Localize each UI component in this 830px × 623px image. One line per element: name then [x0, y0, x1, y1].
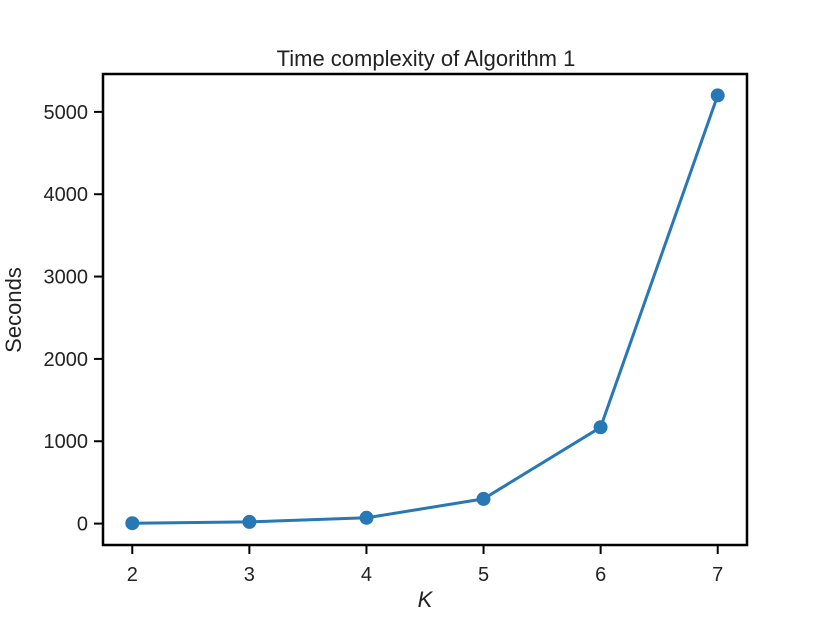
chart-title: Time complexity of Algorithm 1 [277, 46, 576, 71]
data-point [476, 491, 491, 506]
data-point [593, 420, 608, 435]
x-tick-label: 6 [595, 564, 606, 586]
y-axis: 0 1000 2000 3000 4000 5000 [44, 102, 103, 536]
data-point [710, 88, 725, 103]
y-tick-label: 0 [77, 514, 88, 536]
x-tick-label: 2 [127, 564, 138, 586]
plot-series [125, 88, 725, 531]
y-tick-label: 3000 [44, 267, 89, 289]
y-axis-label: Seconds [1, 267, 26, 353]
y-tick-label: 2000 [44, 349, 89, 371]
plot-area-frame [101, 72, 749, 547]
data-point [125, 516, 140, 531]
data-point [242, 514, 257, 529]
x-tick-label: 5 [478, 564, 489, 586]
series-line [132, 94, 720, 525]
data-point [359, 510, 374, 525]
x-tick-label: 7 [712, 564, 723, 586]
x-tick-label: 3 [244, 564, 255, 586]
x-tick-label: 4 [361, 564, 372, 586]
y-tick-label: 1000 [44, 431, 89, 453]
x-axis: 2 3 4 5 6 7 [127, 545, 723, 586]
y-tick-label: 5000 [44, 102, 89, 124]
y-tick-label: 4000 [44, 184, 89, 206]
x-axis-label: K [418, 587, 434, 612]
